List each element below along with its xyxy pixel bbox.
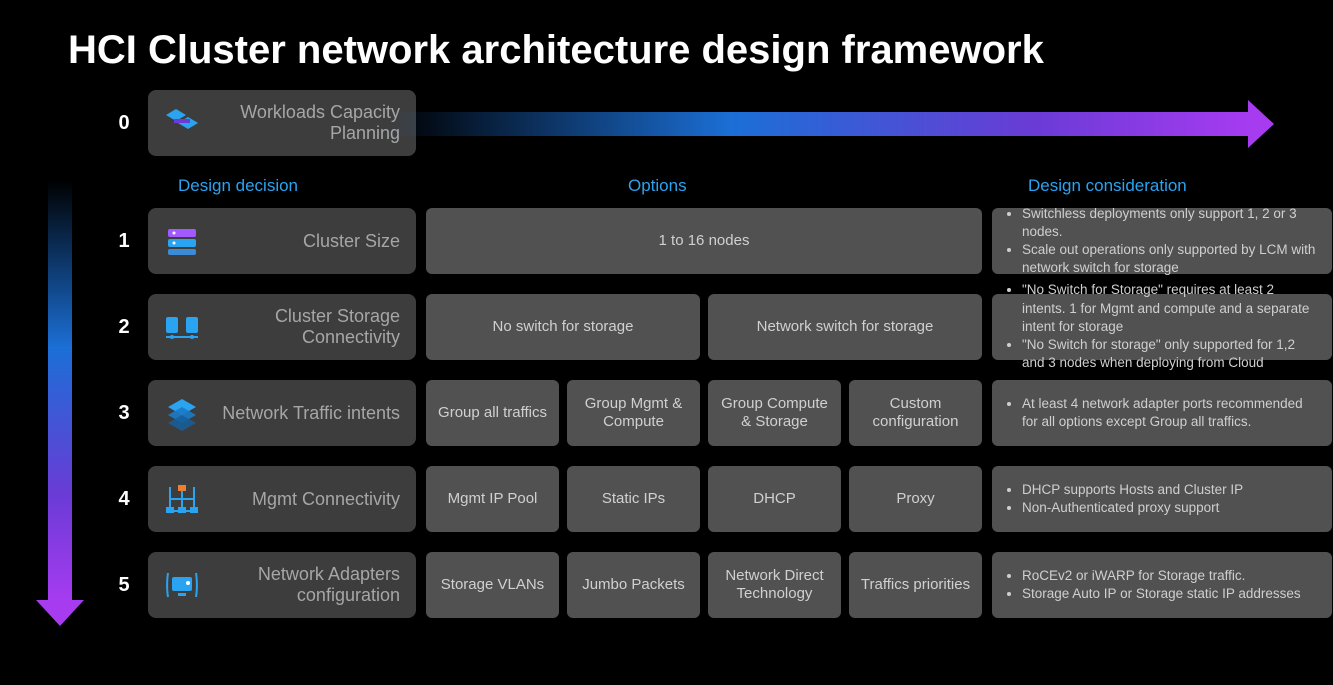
option-box: Proxy: [849, 466, 982, 532]
decision-label: Mgmt Connectivity: [214, 489, 400, 510]
decision-label: Network Traffic intents: [214, 403, 400, 424]
row-icon: [160, 563, 204, 607]
consideration-box: "No Switch for Storage" requires at leas…: [992, 294, 1332, 360]
option-box: Custom configuration: [849, 380, 982, 446]
vertical-flow-arrow: [48, 180, 72, 600]
option-box: Mgmt IP Pool: [426, 466, 559, 532]
row-1: 1Cluster Size1 to 16 nodesSwitchless dep…: [108, 208, 1293, 274]
decision-label: Cluster Storage Connectivity: [214, 306, 400, 347]
step-number: 0: [108, 112, 140, 135]
decision-box: Network Adapters configuration: [148, 552, 416, 618]
consideration-box: RoCEv2 or iWARP for Storage traffic.Stor…: [992, 552, 1332, 618]
consideration-item: At least 4 network adapter ports recomme…: [1022, 395, 1318, 431]
consideration-item: Storage Auto IP or Storage static IP add…: [1022, 585, 1301, 603]
step-number: 2: [108, 316, 140, 339]
step-number: 4: [108, 488, 140, 511]
workloads-icon: [160, 101, 204, 145]
option-box: Group Compute & Storage: [708, 380, 841, 446]
header-decision: Design decision: [178, 176, 298, 196]
consideration-box: DHCP supports Hosts and Cluster IPNon-Au…: [992, 466, 1332, 532]
row-icon: [160, 219, 204, 263]
row-icon: [160, 477, 204, 521]
decision-box: Cluster Storage Connectivity: [148, 294, 416, 360]
row-5: 5 Network Adapters configuration Storage V…: [108, 552, 1293, 618]
row-icon: [160, 305, 204, 349]
consideration-item: "No Switch for Storage" requires at leas…: [1022, 281, 1318, 336]
option-box: 1 to 16 nodes: [426, 208, 982, 274]
consideration-item: DHCP supports Hosts and Cluster IP: [1022, 481, 1243, 499]
step-number: 5: [108, 574, 140, 597]
option-box: Static IPs: [567, 466, 700, 532]
decision-box: Mgmt Connectivity: [148, 466, 416, 532]
consideration-item: Scale out operations only supported by L…: [1022, 241, 1318, 277]
option-box: DHCP: [708, 466, 841, 532]
header-consideration: Design consideration: [1028, 176, 1187, 196]
option-box: Group Mgmt & Compute: [567, 380, 700, 446]
consideration-box: Switchless deployments only support 1, 2…: [992, 208, 1332, 274]
row-2: 2 Cluster Storage Connectivity No switch f…: [108, 294, 1293, 360]
decision-box: Network Traffic intents: [148, 380, 416, 446]
consideration-box: At least 4 network adapter ports recomme…: [992, 380, 1332, 446]
decision-label: Network Adapters configuration: [214, 564, 400, 605]
step-number: 1: [108, 230, 140, 253]
horizontal-flow-arrow: [388, 112, 1248, 136]
consideration-item: Switchless deployments only support 1, 2…: [1022, 205, 1318, 241]
decision-label: Workloads Capacity Planning: [214, 102, 400, 143]
option-box: Jumbo Packets: [567, 552, 700, 618]
consideration-item: RoCEv2 or iWARP for Storage traffic.: [1022, 567, 1301, 585]
option-box: Traffics priorities: [849, 552, 982, 618]
consideration-item: "No Switch for storage" only supported f…: [1022, 336, 1318, 372]
row-icon: [160, 391, 204, 435]
consideration-item: Non-Authenticated proxy support: [1022, 499, 1243, 517]
decision-workloads-capacity: Workloads Capacity Planning: [148, 90, 416, 156]
option-box: Storage VLANs: [426, 552, 559, 618]
option-box: Network Direct Technology: [708, 552, 841, 618]
decision-box: Cluster Size: [148, 208, 416, 274]
option-box: Network switch for storage: [708, 294, 982, 360]
row-3: 3 Network Traffic intents Group all traffi…: [108, 380, 1293, 446]
header-options: Options: [628, 176, 687, 196]
page-title: HCI Cluster network architecture design …: [0, 0, 1333, 73]
row-4: 4 Mgmt Connectivity Mgmt IP PoolStatic IPs…: [108, 466, 1293, 532]
step-number: 3: [108, 402, 140, 425]
option-box: Group all traffics: [426, 380, 559, 446]
option-box: No switch for storage: [426, 294, 700, 360]
decision-label: Cluster Size: [214, 231, 400, 252]
